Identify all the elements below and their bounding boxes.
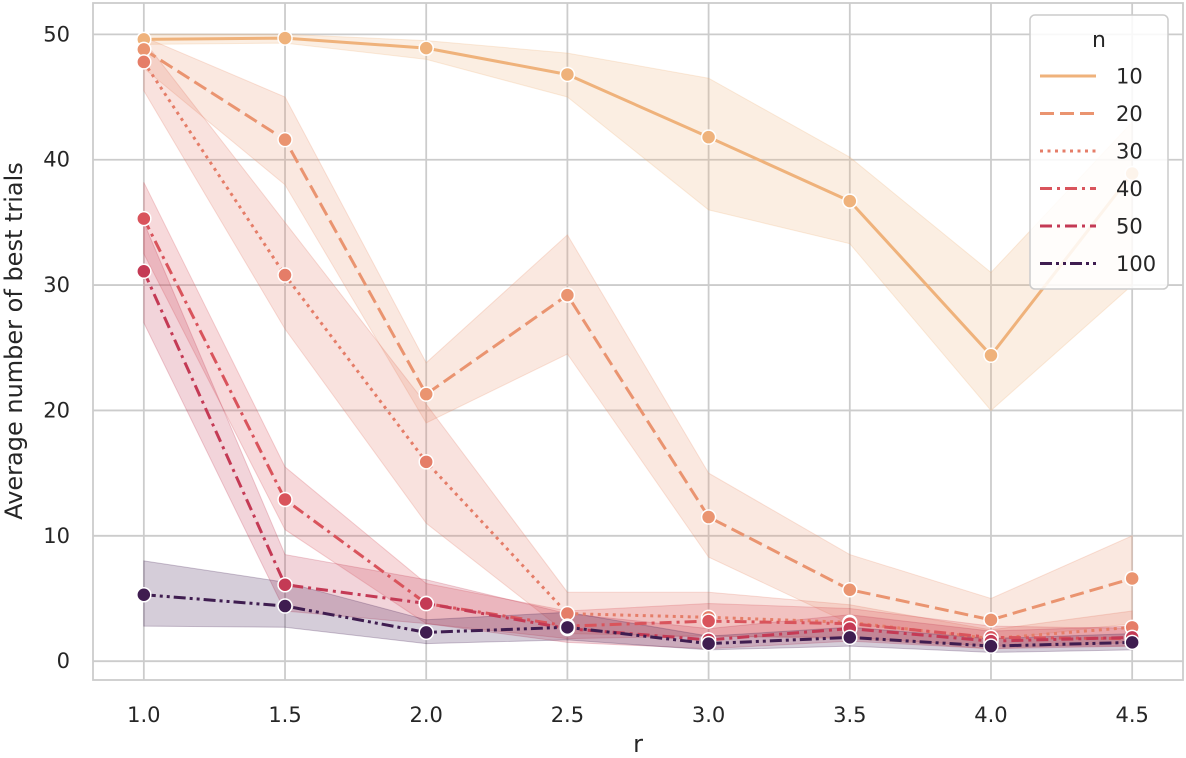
series-line-n-10 <box>143 36 1134 357</box>
data-point-n-20 <box>700 509 717 525</box>
data-point-n-100 <box>1124 634 1140 651</box>
data-point-n-100 <box>842 629 858 646</box>
x-tick-label: 3.0 <box>692 703 725 727</box>
data-point-n-100 <box>983 638 999 654</box>
x-tick-labels: 1.0 1.5 2.0 2.5 3.0 3.5 4.0 4.5 <box>127 703 1149 727</box>
data-point-n-40 <box>136 210 152 227</box>
data-point-n-10 <box>700 129 717 145</box>
data-point-n-30 <box>418 454 434 470</box>
data-point-n-50 <box>136 263 152 280</box>
data-point-n-100 <box>136 586 152 603</box>
grid-lines <box>93 3 1183 680</box>
legend-label-n-50: 50 <box>1116 215 1143 239</box>
y-tick-labels: 0 10 20 30 40 50 <box>43 22 70 673</box>
x-axis-label: r <box>633 730 643 758</box>
legend-label-n-40: 40 <box>1116 177 1143 201</box>
series-line-n-40 <box>142 217 1133 641</box>
data-point-n-50 <box>418 595 434 612</box>
legend-label-n-10: 10 <box>1116 65 1143 89</box>
y-tick-label: 30 <box>43 273 70 297</box>
x-tick-label: 4.5 <box>1115 703 1148 727</box>
y-tick-label: 20 <box>43 398 70 422</box>
legend-label-n-30: 30 <box>1116 140 1143 164</box>
legend-box <box>1029 14 1169 290</box>
series-line-n-100 <box>143 593 1133 648</box>
data-point-n-20 <box>418 386 434 402</box>
data-point-n-20 <box>277 131 293 148</box>
x-tick-label: 2.0 <box>410 703 443 727</box>
y-axis-label: Average number of best trials <box>0 162 28 520</box>
data-point-n-40 <box>700 613 717 629</box>
data-point-n-10 <box>559 66 576 83</box>
data-point-n-50 <box>277 576 293 593</box>
series-line-n-30 <box>142 61 1133 641</box>
legend-title: n <box>1092 28 1106 53</box>
data-point-n-20 <box>842 581 858 598</box>
data-point-n-40 <box>277 491 293 508</box>
data-point-n-30 <box>277 267 293 283</box>
y-tick-label: 50 <box>43 22 70 46</box>
series-lines <box>142 36 1134 648</box>
legend-label-n-20: 20 <box>1116 102 1143 126</box>
legend-label-n-100: 100 <box>1116 252 1156 276</box>
data-point-n-100 <box>700 635 717 652</box>
legend: n 10 20 30 40 50 100 <box>1029 14 1169 290</box>
y-tick-label: 0 <box>57 649 70 673</box>
data-point-n-100 <box>559 619 576 636</box>
data-point-n-10 <box>277 30 293 46</box>
x-tick-label: 1.0 <box>127 703 160 727</box>
data-point-n-20 <box>1124 570 1140 587</box>
x-tick-label: 2.5 <box>551 703 584 727</box>
data-point-n-20 <box>983 612 999 628</box>
data-point-n-10 <box>842 193 858 209</box>
data-point-n-20 <box>559 287 576 303</box>
data-point-n-100 <box>277 598 293 614</box>
x-tick-label: 1.5 <box>268 703 301 727</box>
x-tick-label: 3.5 <box>833 703 866 727</box>
x-tick-label: 4.0 <box>974 703 1007 727</box>
data-point-n-100 <box>418 624 434 641</box>
data-point-n-10 <box>418 40 434 56</box>
y-tick-label: 40 <box>43 148 70 172</box>
y-tick-label: 10 <box>43 524 70 548</box>
data-point-n-10 <box>983 347 999 364</box>
series-line-n-20 <box>142 48 1133 622</box>
series-markers <box>136 30 1140 654</box>
data-point-n-30 <box>136 54 152 70</box>
